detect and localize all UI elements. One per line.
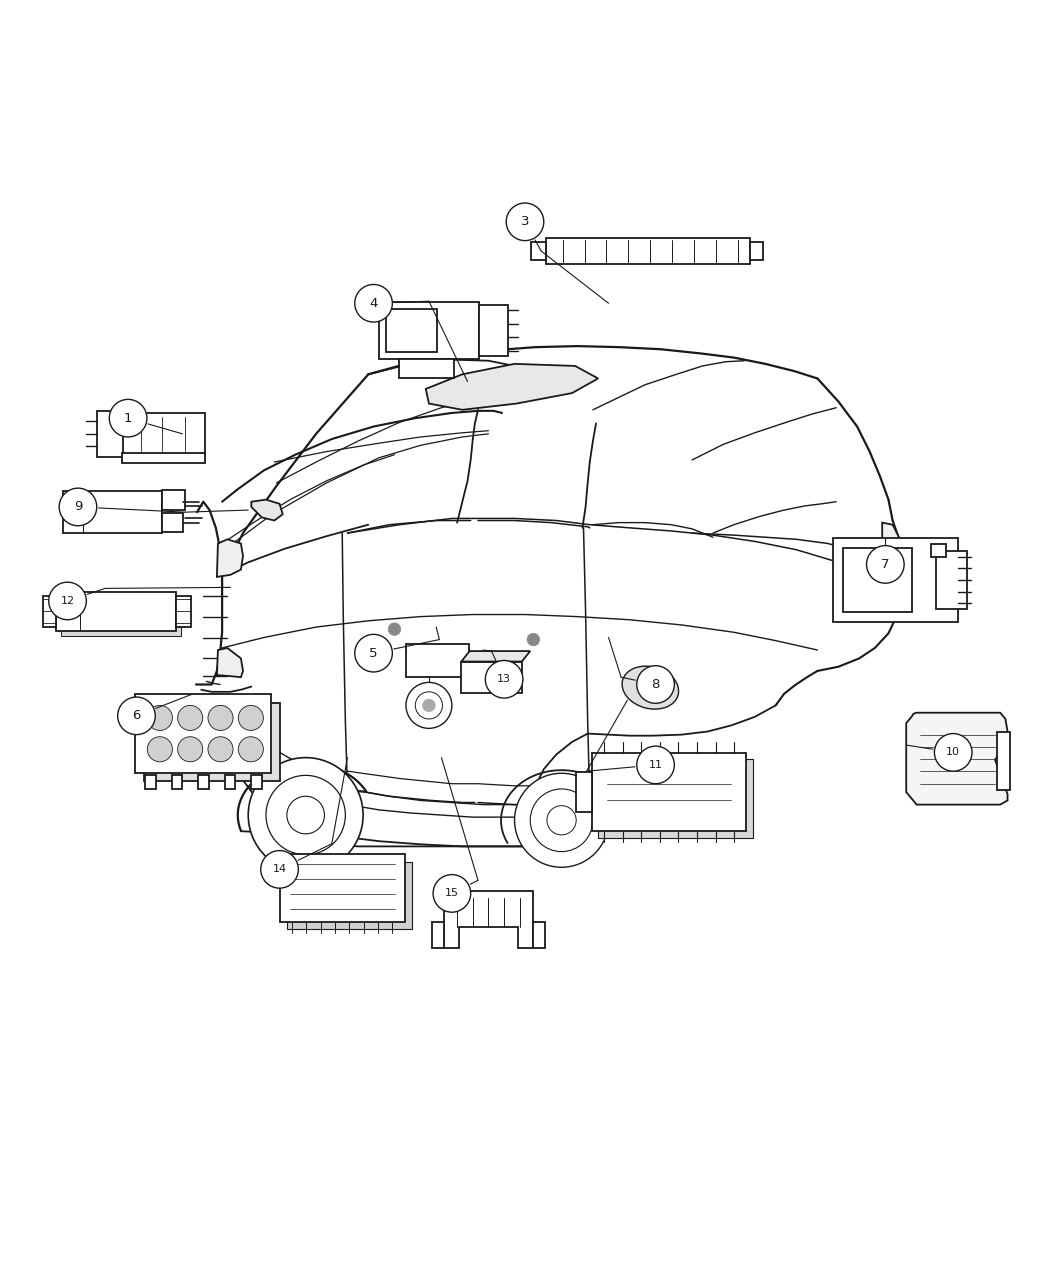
Bar — [598, 759, 753, 838]
Circle shape — [118, 697, 155, 734]
Text: 12: 12 — [61, 595, 75, 606]
Polygon shape — [217, 539, 243, 576]
Circle shape — [177, 705, 203, 731]
Circle shape — [423, 699, 435, 711]
Circle shape — [485, 660, 523, 699]
Bar — [175, 595, 191, 627]
Bar — [162, 514, 183, 532]
Bar — [592, 754, 747, 831]
Bar — [198, 775, 209, 789]
Circle shape — [147, 705, 172, 731]
Bar — [461, 662, 522, 692]
Text: 4: 4 — [370, 297, 378, 310]
Bar — [56, 592, 175, 631]
Circle shape — [266, 775, 345, 854]
Ellipse shape — [622, 666, 678, 709]
Bar — [63, 491, 162, 533]
Ellipse shape — [640, 676, 671, 700]
Bar — [530, 242, 546, 260]
Text: 11: 11 — [649, 760, 663, 770]
Circle shape — [248, 757, 363, 872]
Circle shape — [547, 806, 576, 835]
Text: 13: 13 — [497, 674, 511, 685]
Polygon shape — [906, 713, 1008, 805]
Bar — [931, 544, 946, 557]
Circle shape — [388, 623, 401, 635]
Circle shape — [208, 737, 233, 761]
Bar — [122, 413, 206, 455]
Circle shape — [109, 399, 147, 437]
Circle shape — [934, 733, 972, 771]
Bar — [936, 551, 967, 609]
Circle shape — [208, 705, 233, 731]
Bar — [379, 302, 479, 360]
Bar — [385, 309, 437, 352]
Bar — [833, 538, 959, 622]
Polygon shape — [444, 891, 532, 949]
Bar — [287, 862, 413, 929]
Polygon shape — [882, 523, 901, 590]
Bar — [479, 305, 508, 356]
Bar — [144, 703, 279, 782]
Text: 5: 5 — [370, 646, 378, 659]
Text: 8: 8 — [651, 678, 659, 691]
Bar — [135, 695, 271, 773]
Bar — [97, 411, 123, 456]
Bar — [279, 854, 405, 922]
Bar — [998, 732, 1010, 790]
Circle shape — [238, 705, 264, 731]
Bar — [172, 775, 183, 789]
Text: 9: 9 — [74, 501, 82, 514]
Text: 14: 14 — [273, 864, 287, 875]
Circle shape — [287, 797, 324, 834]
Bar — [251, 775, 261, 789]
Circle shape — [355, 284, 393, 323]
Circle shape — [527, 634, 540, 646]
Circle shape — [406, 682, 452, 728]
Text: 1: 1 — [124, 412, 132, 425]
Bar — [576, 773, 592, 812]
Bar — [146, 775, 155, 789]
Polygon shape — [217, 648, 243, 677]
Circle shape — [177, 737, 203, 761]
Bar — [61, 597, 181, 636]
Polygon shape — [251, 500, 282, 520]
Bar — [399, 360, 454, 377]
Circle shape — [636, 746, 674, 784]
Circle shape — [260, 850, 298, 889]
Circle shape — [147, 737, 172, 761]
Circle shape — [530, 789, 593, 852]
Polygon shape — [426, 363, 598, 409]
Bar — [406, 644, 468, 677]
Polygon shape — [461, 652, 530, 662]
Text: 10: 10 — [946, 747, 960, 757]
Circle shape — [355, 635, 393, 672]
Circle shape — [506, 203, 544, 241]
Bar — [225, 775, 235, 789]
Text: 3: 3 — [521, 215, 529, 228]
Bar — [750, 242, 762, 260]
Circle shape — [866, 546, 904, 583]
Bar — [162, 490, 185, 510]
Circle shape — [238, 737, 264, 761]
Circle shape — [433, 875, 470, 912]
Bar — [532, 922, 545, 949]
Bar — [546, 238, 750, 264]
Circle shape — [416, 692, 442, 719]
Text: 15: 15 — [445, 889, 459, 899]
Circle shape — [636, 666, 674, 704]
Text: 6: 6 — [132, 709, 141, 723]
Bar — [122, 453, 206, 463]
Circle shape — [59, 488, 97, 525]
Bar — [432, 922, 444, 949]
Bar — [843, 548, 912, 612]
Circle shape — [48, 583, 86, 620]
Text: 7: 7 — [881, 558, 889, 571]
Bar — [43, 595, 56, 627]
Circle shape — [514, 773, 609, 867]
